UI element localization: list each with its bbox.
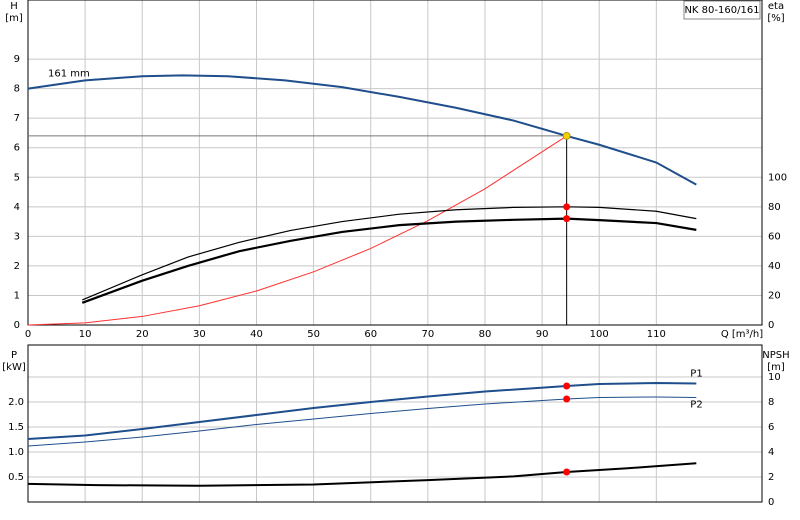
y-tick-label: 1 bbox=[14, 290, 20, 301]
x-tick-label: 90 bbox=[536, 329, 549, 340]
y2-tick-label: 0 bbox=[768, 320, 774, 331]
x-axis-label: Q [m³/h] bbox=[721, 329, 763, 340]
y-tick-label: 5 bbox=[14, 172, 20, 183]
y-tick-label: 0 bbox=[14, 320, 20, 331]
x-tick-label: 50 bbox=[307, 329, 320, 340]
series-label: 161 mm bbox=[48, 69, 90, 80]
y-tick-label: 0.5 bbox=[8, 472, 24, 483]
plot-frame bbox=[27, 0, 763, 326]
y-axis-unit: [m] bbox=[5, 13, 23, 24]
curve bbox=[27, 135, 567, 326]
y2-tick-label: 4 bbox=[768, 447, 774, 458]
plot-frame bbox=[27, 344, 763, 503]
curve bbox=[81, 217, 697, 304]
x-tick-label: 10 bbox=[79, 329, 92, 340]
x-tick-label: 110 bbox=[647, 329, 666, 340]
operating-point bbox=[562, 132, 571, 140]
x-tick-label: 0 bbox=[25, 329, 31, 340]
y2-tick-label: 2 bbox=[768, 472, 774, 483]
y2-tick-label: 20 bbox=[768, 290, 781, 301]
chart-title: NK 80-160/161 bbox=[684, 5, 759, 16]
y2-tick-label: 80 bbox=[768, 202, 781, 213]
operating-point bbox=[563, 468, 571, 476]
y2-tick-label: 40 bbox=[768, 261, 781, 272]
y2-axis-unit: [m] bbox=[767, 362, 785, 373]
y2-tick-label: 8 bbox=[768, 397, 774, 408]
y-tick-label: 6 bbox=[14, 143, 20, 154]
x-tick-label: 40 bbox=[250, 329, 263, 340]
y2-tick-label: 100 bbox=[768, 172, 787, 183]
x-tick-label: 80 bbox=[479, 329, 492, 340]
y-tick-label: 4 bbox=[14, 202, 20, 213]
y-tick-label: 1.5 bbox=[8, 422, 24, 433]
y2-tick-label: 60 bbox=[768, 231, 781, 242]
curve bbox=[27, 462, 697, 487]
series-label: P1 bbox=[690, 369, 702, 380]
y2-tick-label: 10 bbox=[768, 372, 781, 383]
operating-point bbox=[563, 203, 571, 211]
curve bbox=[27, 74, 697, 186]
series-label: P2 bbox=[690, 400, 702, 411]
x-tick-label: 60 bbox=[364, 329, 377, 340]
y-axis-label: P bbox=[11, 350, 17, 361]
y-tick-label: 7 bbox=[14, 113, 20, 124]
y2-tick-label: 0 bbox=[768, 497, 774, 508]
y2-axis-label: eta bbox=[768, 1, 784, 12]
curve bbox=[82, 206, 697, 301]
operating-point bbox=[563, 215, 571, 223]
y-tick-label: 8 bbox=[14, 84, 20, 95]
y-tick-label: 3 bbox=[14, 231, 20, 242]
y-axis-unit: [kW] bbox=[2, 362, 26, 373]
y-axis-label: H bbox=[10, 1, 18, 12]
x-tick-label: 100 bbox=[590, 329, 609, 340]
operating-point bbox=[563, 395, 571, 403]
y-tick-label: 2 bbox=[14, 261, 20, 272]
y-tick-label: 1.0 bbox=[8, 447, 24, 458]
y2-tick-label: 6 bbox=[768, 422, 774, 433]
curve bbox=[27, 381, 697, 440]
y-tick-label: 9 bbox=[14, 54, 20, 65]
curve bbox=[27, 396, 697, 447]
y-tick-label: 2.0 bbox=[8, 397, 24, 408]
title-box bbox=[683, 0, 761, 20]
x-tick-label: 30 bbox=[193, 329, 206, 340]
y2-axis-unit: [%] bbox=[767, 13, 784, 24]
x-tick-label: 20 bbox=[136, 329, 149, 340]
y2-axis-label: NPSH bbox=[762, 350, 789, 361]
operating-point bbox=[563, 382, 571, 390]
x-tick-label: 70 bbox=[421, 329, 434, 340]
